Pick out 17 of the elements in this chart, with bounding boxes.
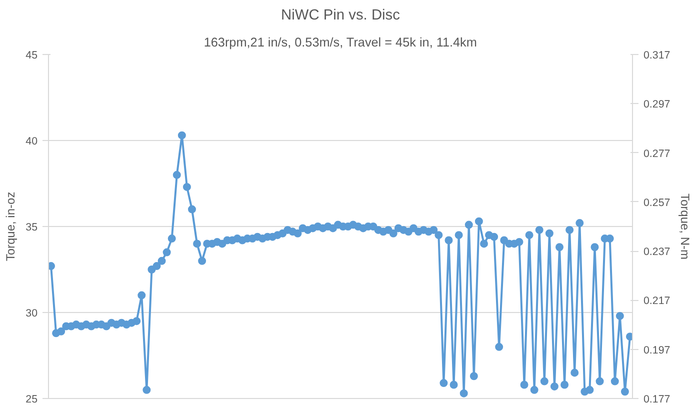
chart-subtitle: 163rpm,21 in/s, 0.53m/s, Travel = 45k in, 11.4km <box>204 36 477 50</box>
y-tick-label: 25 <box>26 394 38 406</box>
y2-tick-label: 0.317 <box>644 50 670 62</box>
y2-tick-label: 0.217 <box>644 295 670 308</box>
y2-tick-label: 0.197 <box>644 344 670 356</box>
y-tick-label: 30 <box>26 308 38 320</box>
y-tick-label: 40 <box>26 136 38 148</box>
y2-axis-title: Torque, N-m <box>678 193 692 260</box>
y2-tick-label: 0.277 <box>644 148 670 160</box>
y2-tick-label: 0.237 <box>644 246 670 258</box>
chart-title: NiWC Pin vs. Disc <box>281 8 400 24</box>
y-tick-label: 35 <box>26 222 38 234</box>
y2-tick-label: 0.297 <box>644 98 670 111</box>
y-axis-title: Torque, in-oz <box>4 192 18 262</box>
y2-tick-label: 0.257 <box>644 196 670 209</box>
y2-tick-label: 0.177 <box>644 394 670 406</box>
y-tick-label: 45 <box>26 50 38 62</box>
